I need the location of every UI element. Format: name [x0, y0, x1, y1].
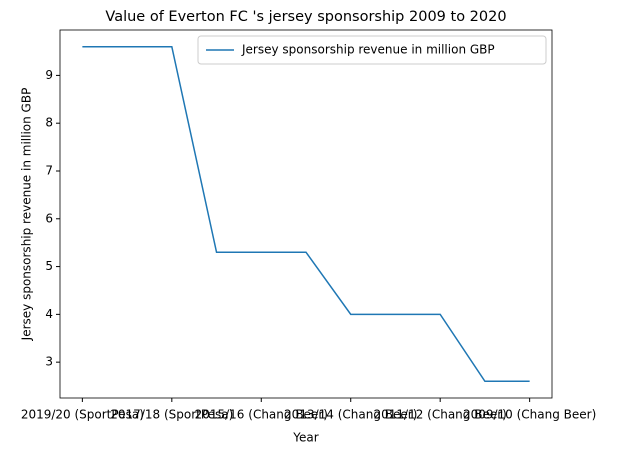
x-tick-label: 2011/12 (Chang Beer) [374, 408, 507, 422]
y-tick-label: 5 [45, 259, 53, 273]
plot-frame [59, 29, 553, 399]
y-tick-label: 3 [45, 355, 53, 369]
y-axis-label: Jersey sponsorship revenue in million GB… [20, 88, 34, 342]
y-tick-label: 9 [45, 68, 53, 82]
y-tick-label: 8 [45, 116, 53, 130]
x-tick-label: 2019/20 (SportPesa) [21, 408, 144, 422]
legend-label: Jersey sponsorship revenue in million GB… [241, 43, 495, 57]
x-tick-label: 2009/10 (Chang Beer) [463, 408, 596, 422]
x-tick-label: 2017/18 (SportPesa) [110, 408, 233, 422]
line [82, 45, 530, 383]
chart-title: Value of Everton FC 's jersey sponsorshi… [105, 9, 506, 25]
x-tick-label: 2015/16 (Chang Beer) [195, 408, 328, 422]
x-tick-label: 2013/14 (Chang Beer) [284, 408, 417, 422]
y-tick-label: 4 [45, 307, 53, 321]
x-axis-label: Year [292, 431, 318, 445]
y-tick-label: 6 [45, 211, 53, 225]
legend-box [197, 35, 547, 65]
y-tick-label: 7 [45, 163, 53, 177]
